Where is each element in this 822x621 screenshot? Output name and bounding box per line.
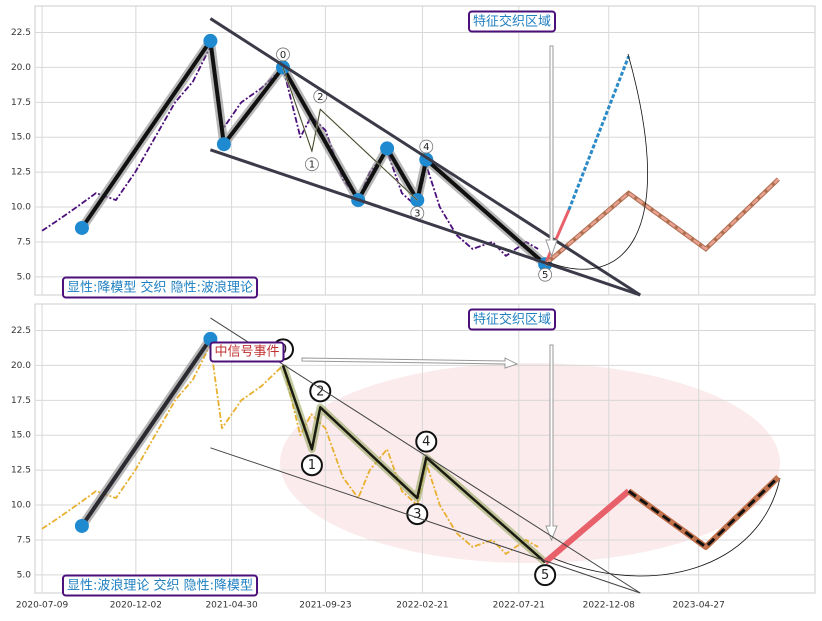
wave-label-circle xyxy=(538,267,553,282)
wave-label-circle xyxy=(309,380,332,403)
x-tick-label: 2020-12-02 xyxy=(110,601,162,611)
wave-label-circle xyxy=(305,157,319,172)
wave-label-circle xyxy=(300,454,323,477)
y-tick-label: 15.0 xyxy=(11,133,31,143)
series-line xyxy=(543,488,631,565)
y-tick-label: 5.0 xyxy=(17,570,32,580)
x-tick-label: 2020-07-09 xyxy=(16,601,69,611)
wave-label: 4 xyxy=(422,435,430,450)
y-tick-label: 20.0 xyxy=(11,361,31,371)
annotation: 特征交织区域 xyxy=(473,14,551,30)
wave-label: 2 xyxy=(316,384,324,399)
x-tick-label: 2023-04-27 xyxy=(673,601,725,611)
wave-label: 2 xyxy=(317,92,323,103)
wave-label: 4 xyxy=(423,142,429,153)
annotation-box xyxy=(467,10,557,33)
series-line xyxy=(80,337,213,528)
series-line xyxy=(567,55,631,211)
y-tick-label: 10.0 xyxy=(11,501,31,511)
annotation: 特征交织区域 xyxy=(473,312,551,328)
y-tick-label: 17.5 xyxy=(11,396,31,406)
y-tick-label: 22.5 xyxy=(11,28,31,38)
wave-label-circle xyxy=(534,564,557,587)
x-tick-label: 2022-12-08 xyxy=(583,601,636,611)
x-tick-label: 2021-09-23 xyxy=(299,601,351,611)
wave-label-circle xyxy=(276,47,290,62)
pivot-point xyxy=(216,137,231,152)
pivot-point xyxy=(380,141,395,156)
y-tick-label: 22.5 xyxy=(11,326,31,336)
y-tick-label: 12.5 xyxy=(11,466,31,476)
annotation-box xyxy=(209,341,285,363)
series-line xyxy=(41,343,539,555)
y-tick-label: 20.0 xyxy=(11,63,31,73)
series-line xyxy=(209,148,641,297)
highlight-ellipse xyxy=(280,363,780,563)
wave-label-circle xyxy=(419,139,434,154)
series-core xyxy=(282,67,418,201)
wave-label: 1 xyxy=(308,458,316,473)
wave-label-circle xyxy=(415,430,438,453)
y-tick-label: 7.5 xyxy=(17,237,31,247)
y-tick-label: 17.5 xyxy=(11,98,31,108)
arc xyxy=(547,53,649,270)
annotation: 显性:波浪理论 交织 隐性:降模型 xyxy=(67,578,253,594)
arrows xyxy=(301,45,558,542)
series-line xyxy=(544,178,780,266)
annotation-box xyxy=(61,276,259,299)
wave-label: 3 xyxy=(414,209,420,220)
wave-label: 5 xyxy=(542,270,548,281)
series-dash xyxy=(627,476,780,549)
y-tick-label: 15.0 xyxy=(11,431,31,441)
annotation: 中信号事件 xyxy=(214,345,279,360)
series-line xyxy=(209,17,642,297)
annotation-box xyxy=(61,574,259,597)
y-tick-label: 5.0 xyxy=(17,272,32,282)
wave-label: 5 xyxy=(541,568,549,583)
wave-label: 1 xyxy=(309,160,315,171)
series-line xyxy=(210,317,641,594)
wave-label: 0 xyxy=(280,50,286,61)
pivot-point xyxy=(74,518,89,533)
annotation-box xyxy=(467,308,557,331)
series-line xyxy=(281,365,546,564)
wave-label: 3 xyxy=(413,507,421,522)
y-tick-label: 12.5 xyxy=(11,168,31,178)
pivot-point xyxy=(74,220,89,235)
arc xyxy=(547,477,781,577)
series-line xyxy=(210,447,641,594)
x-tick-label: 2022-07-21 xyxy=(493,601,545,611)
x-tick-label: 2021-04-30 xyxy=(205,601,258,611)
x-tick-label: 2022-02-21 xyxy=(396,601,448,611)
y-tick-label: 7.5 xyxy=(17,535,31,545)
pivot-point xyxy=(203,33,218,48)
series-line xyxy=(543,209,571,265)
y-tick-label: 10.0 xyxy=(11,203,31,213)
annotation: 显性:降模型 交织 隐性:波浪理论 xyxy=(67,280,253,296)
